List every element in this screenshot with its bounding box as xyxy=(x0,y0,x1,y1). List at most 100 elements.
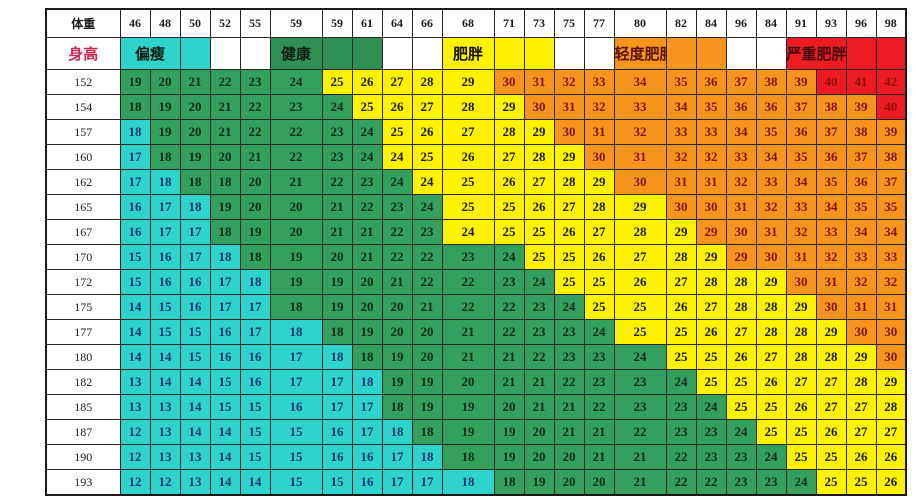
bmi-value-cell: 18 xyxy=(381,419,413,445)
bmi-value-cell: 16 xyxy=(179,294,211,320)
weight-header-cell: 46 xyxy=(119,8,151,38)
bmi-value-cell: 14 xyxy=(209,419,241,445)
bmi-value-cell: 15 xyxy=(269,444,323,470)
bmi-value-cell: 28 xyxy=(845,369,877,395)
bmi-value-cell: 31 xyxy=(785,244,817,270)
bmi-value-cell: 14 xyxy=(209,469,241,496)
bmi-value-cell: 16 xyxy=(119,194,151,220)
weight-header-cell: 93 xyxy=(815,8,847,38)
bmi-table-row: 172 15 16 16 17 18 19 19 20 21 22 22 23 24 25 25 26 27 28 2… xyxy=(45,269,907,295)
bmi-value-cell: 30 xyxy=(815,294,847,320)
bmi-value-cell: 25 xyxy=(381,119,413,145)
bmi-value-cell: 30 xyxy=(755,244,787,270)
bmi-value-cell: 32 xyxy=(553,69,585,95)
bmi-value-cell: 29 xyxy=(785,294,817,320)
bmi-value-cell: 32 xyxy=(613,119,667,145)
bmi-value-cell: 20 xyxy=(321,244,353,270)
bmi-table-row: 193 12 12 13 14 14 15 15 16 17 17 18 18 19 20 20 21 22 22 2… xyxy=(45,469,907,496)
bmi-value-cell: 16 xyxy=(321,444,353,470)
bmi-value-cell: 24 xyxy=(665,369,697,395)
bmi-value-cell: 27 xyxy=(845,419,877,445)
category-color-cell xyxy=(725,37,757,70)
bmi-value-cell: 34 xyxy=(725,119,757,145)
bmi-value-cell: 26 xyxy=(381,94,413,120)
bmi-value-cell: 17 xyxy=(269,344,323,370)
bmi-value-cell: 15 xyxy=(119,269,151,295)
bmi-value-cell: 26 xyxy=(785,394,817,420)
bmi-value-cell: 37 xyxy=(785,94,817,120)
bmi-value-cell: 35 xyxy=(845,194,877,220)
bmi-value-cell: 20 xyxy=(523,444,555,470)
bmi-table-row: 170 15 16 17 18 18 19 20 21 22 22 23 24 25 25 26 27 28 29 2… xyxy=(45,244,907,270)
bmi-value-cell: 42 xyxy=(875,69,907,95)
bmi-value-cell: 31 xyxy=(583,119,615,145)
height-header-cell: 170 xyxy=(45,244,121,270)
bmi-value-cell: 24 xyxy=(725,419,757,445)
bmi-value-cell: 27 xyxy=(411,94,443,120)
bmi-value-cell: 16 xyxy=(149,269,181,295)
bmi-value-cell: 25 xyxy=(815,444,847,470)
bmi-value-cell: 14 xyxy=(209,444,241,470)
bmi-value-cell: 21 xyxy=(239,144,271,170)
bmi-value-cell: 24 xyxy=(351,119,383,145)
bmi-value-cell: 18 xyxy=(441,469,495,496)
bmi-value-cell: 30 xyxy=(725,219,757,245)
bmi-value-cell: 18 xyxy=(119,119,151,145)
bmi-value-cell: 29 xyxy=(493,94,525,120)
category-color-cell xyxy=(845,37,877,70)
weight-header-cell: 96 xyxy=(845,8,877,38)
bmi-value-cell: 19 xyxy=(441,394,495,420)
category-color-cell xyxy=(695,37,727,70)
bmi-value-cell: 18 xyxy=(381,394,413,420)
bmi-value-cell: 19 xyxy=(493,444,525,470)
bmi-value-cell: 13 xyxy=(149,394,181,420)
bmi-value-cell: 19 xyxy=(209,194,241,220)
bmi-value-cell: 25 xyxy=(695,344,727,370)
bmi-value-cell: 36 xyxy=(785,119,817,145)
bmi-value-cell: 18 xyxy=(321,344,353,370)
bmi-value-cell: 25 xyxy=(493,194,525,220)
bmi-value-cell: 28 xyxy=(755,319,787,345)
bmi-value-cell: 17 xyxy=(119,144,151,170)
weight-header-cell: 91 xyxy=(785,8,817,38)
bmi-value-cell: 19 xyxy=(119,69,151,95)
bmi-value-cell: 28 xyxy=(755,294,787,320)
bmi-value-cell: 23 xyxy=(351,169,383,195)
weight-header-cell: 66 xyxy=(411,8,443,38)
bmi-value-cell: 17 xyxy=(269,369,323,395)
bmi-value-cell: 30 xyxy=(583,144,615,170)
bmi-value-cell: 20 xyxy=(381,319,413,345)
height-header-cell: 180 xyxy=(45,344,121,370)
bmi-value-cell: 27 xyxy=(583,219,615,245)
bmi-value-cell: 21 xyxy=(553,394,585,420)
bmi-value-cell: 18 xyxy=(209,169,241,195)
bmi-table-row: 160 17 18 19 20 21 22 23 24 24 25 26 27 28 29 30 31 32 32 3… xyxy=(45,144,907,170)
bmi-value-cell: 20 xyxy=(441,369,495,395)
bmi-value-cell: 26 xyxy=(815,419,847,445)
bmi-value-cell: 23 xyxy=(523,294,555,320)
bmi-value-cell: 17 xyxy=(351,419,383,445)
bmi-value-cell: 19 xyxy=(411,369,443,395)
bmi-value-cell: 17 xyxy=(179,244,211,270)
bmi-value-cell: 36 xyxy=(695,69,727,95)
bmi-value-cell: 26 xyxy=(613,269,667,295)
category-color-cell xyxy=(493,37,525,70)
bmi-value-cell: 36 xyxy=(845,169,877,195)
bmi-value-cell: 21 xyxy=(321,219,353,245)
bmi-value-cell: 24 xyxy=(695,394,727,420)
bmi-value-cell: 25 xyxy=(725,369,757,395)
bmi-value-cell: 27 xyxy=(493,144,525,170)
bmi-value-cell: 18 xyxy=(321,319,353,345)
bmi-table-row: 162 17 18 18 18 20 21 22 23 24 24 25 26 27 28 29 30 31 31 3… xyxy=(45,169,907,195)
bmi-value-cell: 26 xyxy=(523,194,555,220)
bmi-value-cell: 25 xyxy=(815,469,847,496)
bmi-value-cell: 22 xyxy=(665,444,697,470)
bmi-value-cell: 33 xyxy=(755,169,787,195)
bmi-value-cell: 22 xyxy=(269,119,323,145)
bmi-value-cell: 27 xyxy=(613,244,667,270)
bmi-value-cell: 20 xyxy=(269,219,323,245)
bmi-value-cell: 18 xyxy=(441,444,495,470)
height-header-cell: 177 xyxy=(45,319,121,345)
category-color-cell xyxy=(755,37,787,70)
bmi-value-cell: 38 xyxy=(845,119,877,145)
